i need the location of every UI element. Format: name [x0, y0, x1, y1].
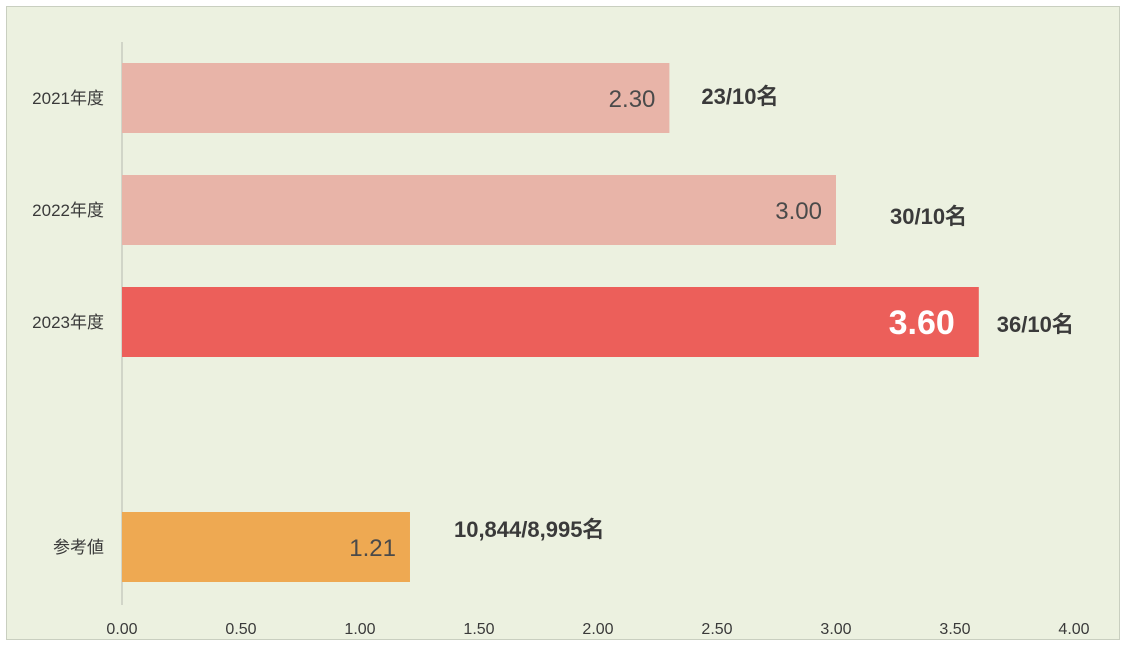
- category-label: 2022年度: [32, 201, 104, 220]
- x-tick-label: 0.50: [225, 621, 256, 638]
- x-tick-label: 1.50: [463, 621, 494, 638]
- value-label: 3.00: [775, 198, 822, 225]
- value-label: 2.30: [609, 86, 656, 113]
- x-tick-label: 2.00: [582, 621, 613, 638]
- bar: [122, 287, 979, 357]
- bar: [122, 512, 410, 582]
- x-tick-label: 2.50: [701, 621, 732, 638]
- category-label: 2021年度: [32, 89, 104, 108]
- annotation-label: 23/10名: [701, 84, 778, 109]
- x-tick-label: 4.00: [1058, 621, 1089, 638]
- annotation-label: 10,844/8,995名: [454, 517, 604, 542]
- value-label: 3.60: [889, 304, 955, 342]
- x-tick-label: 0.00: [106, 621, 137, 638]
- x-tick-label: 3.50: [939, 621, 970, 638]
- bar: [122, 175, 836, 245]
- annotation-label: 36/10名: [997, 312, 1074, 337]
- category-label: 参考値: [53, 538, 104, 557]
- category-label: 2023年度: [32, 313, 104, 332]
- bar: [122, 63, 670, 133]
- x-tick-label: 3.00: [820, 621, 851, 638]
- x-tick-label: 1.00: [344, 621, 375, 638]
- annotation-label: 30/10名: [890, 204, 967, 229]
- value-label: 1.21: [349, 535, 396, 562]
